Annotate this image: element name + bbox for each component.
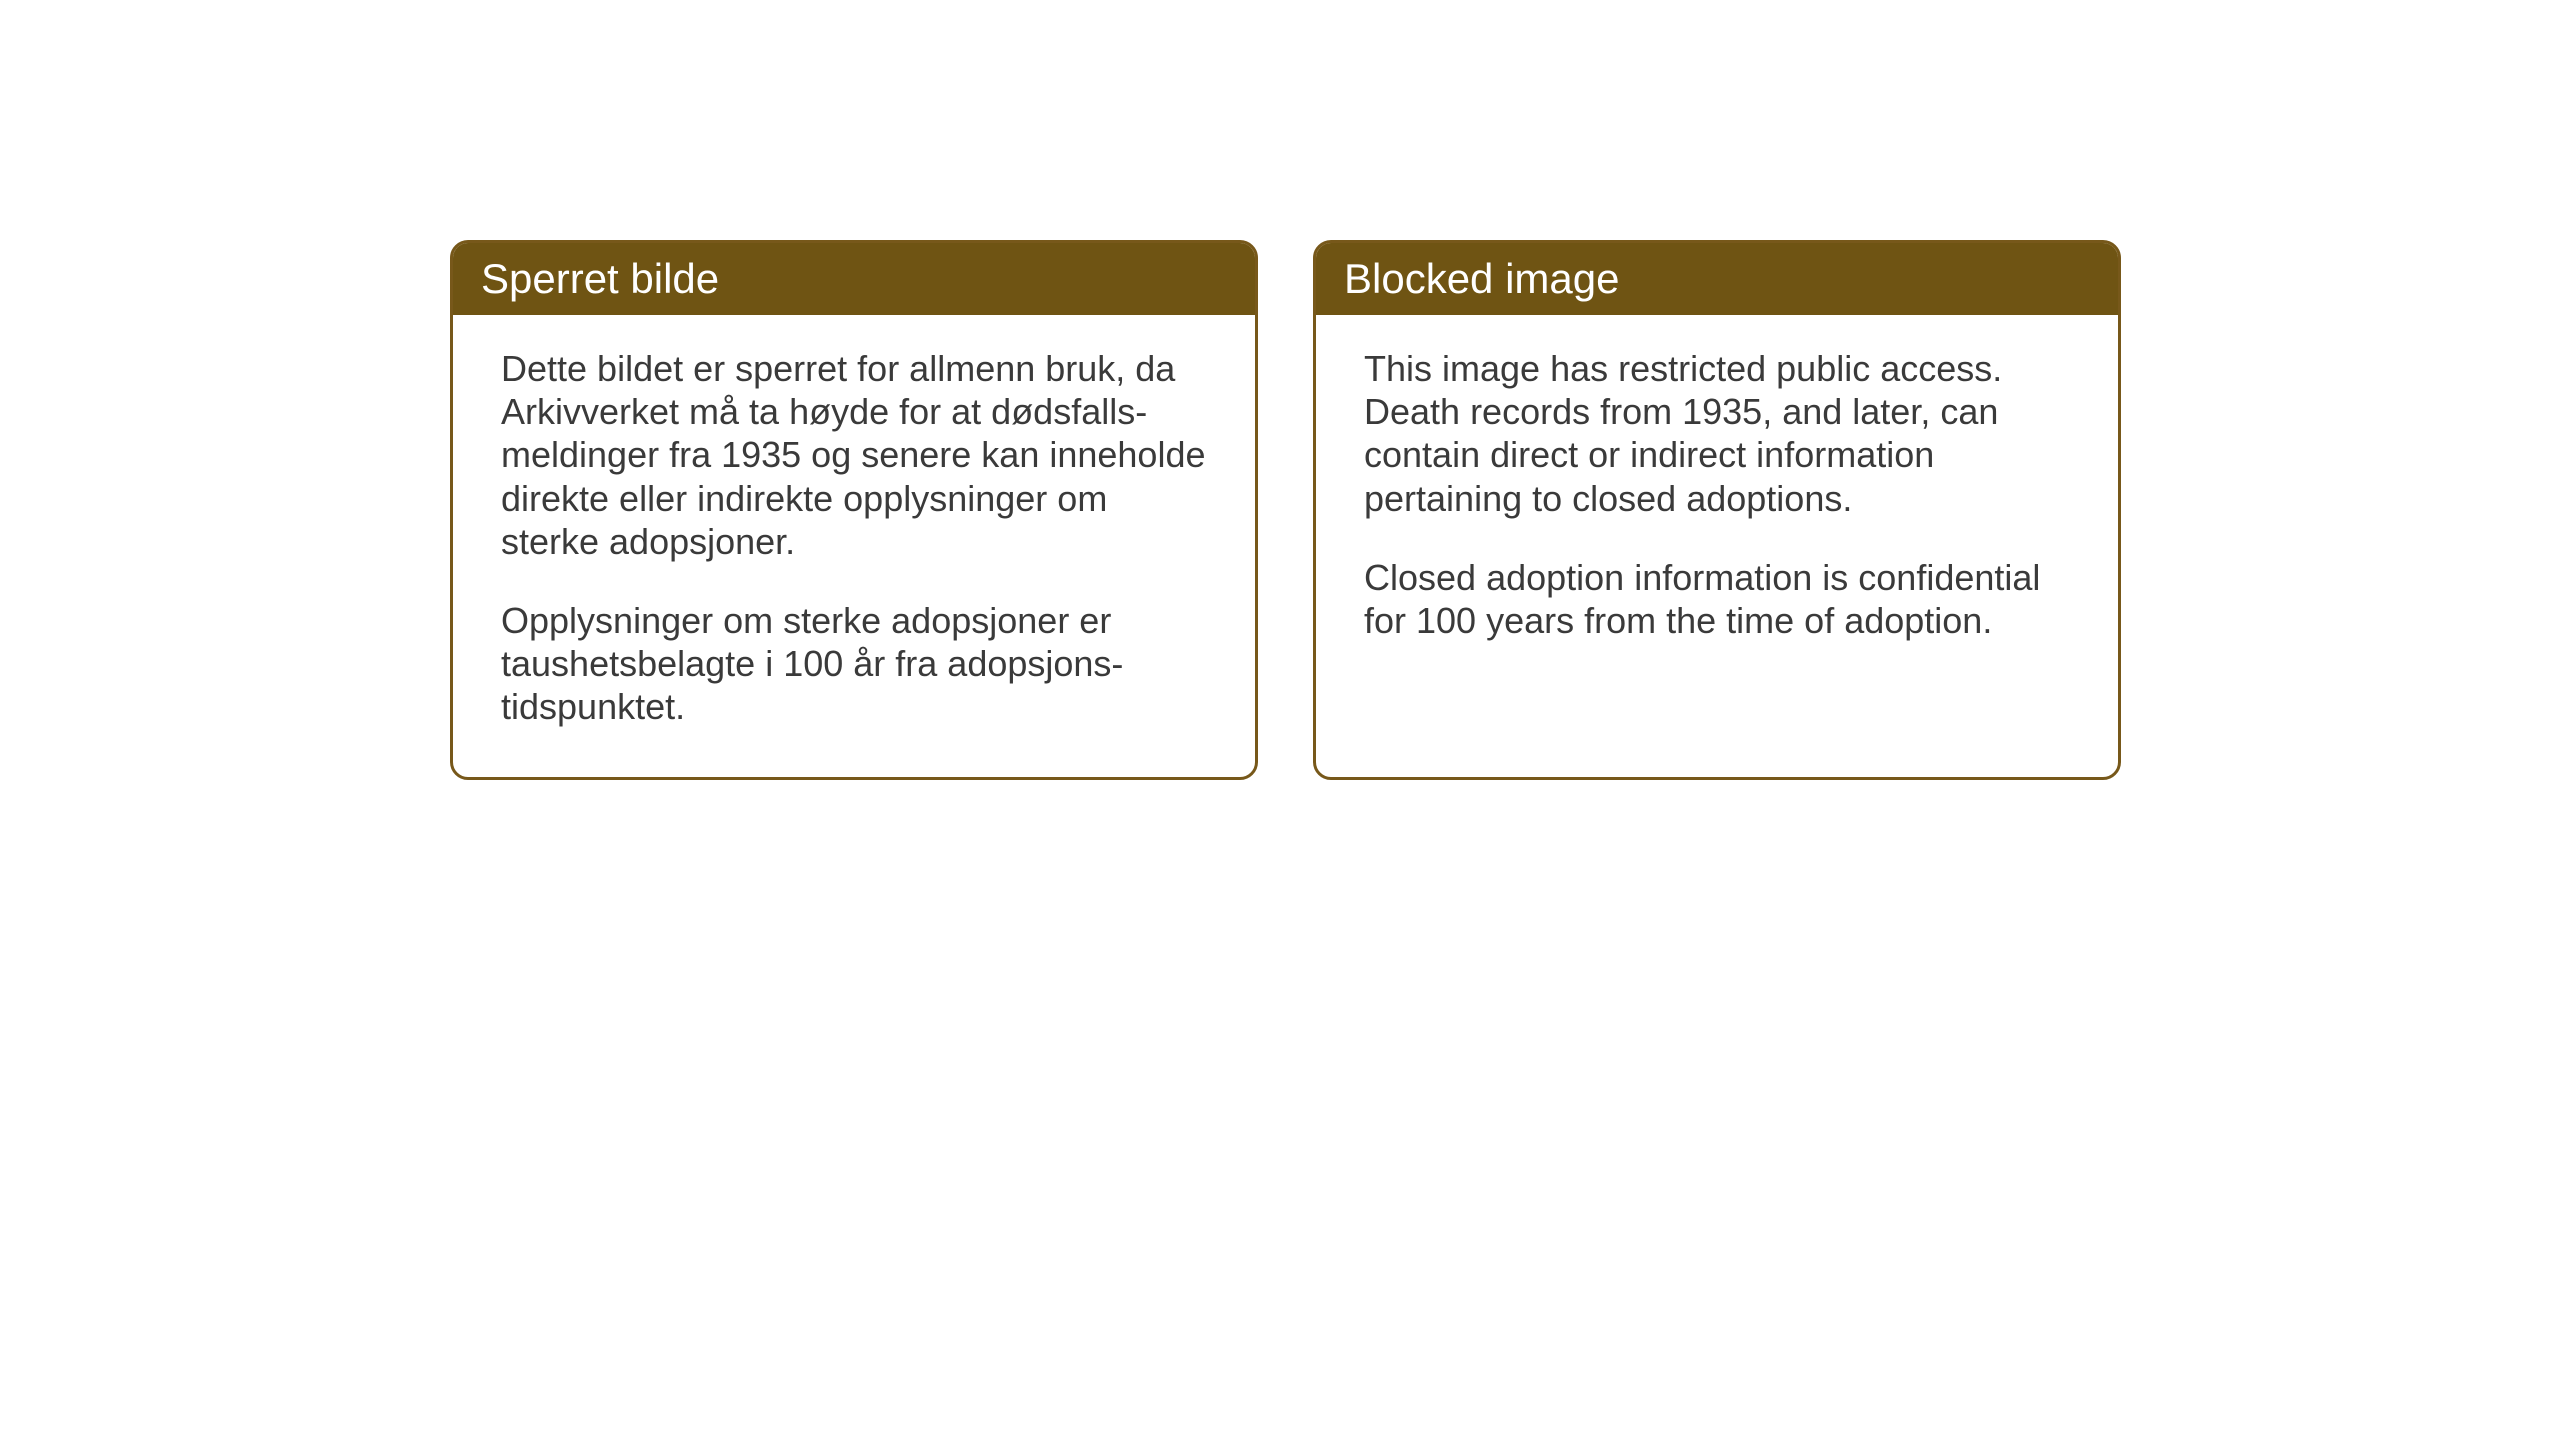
cards-container: Sperret bilde Dette bildet er sperret fo… — [450, 240, 2121, 780]
card-english-title: Blocked image — [1344, 255, 1619, 302]
card-norwegian-paragraph-2: Opplysninger om sterke adopsjoner er tau… — [501, 599, 1207, 729]
card-norwegian-body: Dette bildet er sperret for allmenn bruk… — [453, 315, 1255, 777]
card-english: Blocked image This image has restricted … — [1313, 240, 2121, 780]
card-norwegian-header: Sperret bilde — [453, 243, 1255, 315]
card-english-header: Blocked image — [1316, 243, 2118, 315]
card-norwegian-paragraph-1: Dette bildet er sperret for allmenn bruk… — [501, 347, 1207, 563]
card-english-paragraph-1: This image has restricted public access.… — [1364, 347, 2070, 520]
card-norwegian: Sperret bilde Dette bildet er sperret fo… — [450, 240, 1258, 780]
card-english-paragraph-2: Closed adoption information is confident… — [1364, 556, 2070, 642]
card-english-body: This image has restricted public access.… — [1316, 315, 2118, 690]
card-norwegian-title: Sperret bilde — [481, 255, 719, 302]
